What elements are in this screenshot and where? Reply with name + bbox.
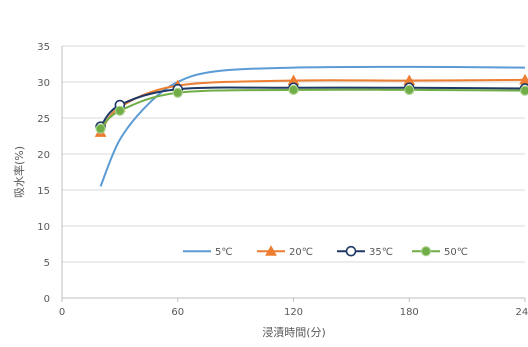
series-2 bbox=[96, 75, 528, 137]
x-axis-title: 浸漬時間(分) bbox=[262, 325, 326, 339]
y-tick-label: 30 bbox=[37, 78, 50, 89]
x-tick-label: 240 bbox=[515, 307, 528, 318]
x-tick-label: 120 bbox=[284, 307, 303, 318]
y-tick-label: 20 bbox=[37, 150, 50, 161]
data-point bbox=[521, 86, 528, 95]
x-tick-label: 60 bbox=[171, 307, 184, 318]
y-tick-label: 25 bbox=[37, 114, 50, 125]
series-line bbox=[101, 87, 525, 126]
legend-item: 5℃ bbox=[183, 247, 233, 258]
axis-layer: 0 5 10 15 20 25 30 35 0 60 120 180 240 bbox=[37, 42, 528, 318]
series-line bbox=[101, 90, 525, 129]
legend-label: 5℃ bbox=[215, 247, 233, 258]
legend-label: 20℃ bbox=[289, 247, 313, 258]
legend-marker bbox=[422, 247, 431, 256]
legend-item: 35℃ bbox=[337, 247, 393, 259]
y-tick-label: 15 bbox=[37, 186, 50, 197]
y-tick-label: 5 bbox=[44, 258, 50, 269]
x-tick-label: 180 bbox=[400, 307, 419, 318]
legend-layer: 5℃ 20℃ 35℃ 50℃ bbox=[183, 246, 468, 258]
series-line bbox=[101, 67, 525, 187]
series-1 bbox=[101, 67, 525, 187]
y-tick-label: 10 bbox=[37, 222, 50, 233]
x-tick-label: 0 bbox=[59, 307, 65, 318]
series-layer bbox=[96, 67, 528, 187]
legend-label: 50℃ bbox=[444, 247, 468, 258]
legend-item: 50℃ bbox=[412, 247, 468, 259]
legend-item: 20℃ bbox=[257, 246, 313, 258]
data-point bbox=[405, 85, 414, 94]
y-tick-label: 35 bbox=[37, 42, 50, 53]
legend-label: 35℃ bbox=[369, 247, 393, 258]
data-point bbox=[96, 124, 105, 133]
data-point bbox=[115, 106, 124, 115]
y-tick-label: 0 bbox=[44, 294, 50, 305]
data-point bbox=[173, 88, 182, 97]
legend-marker bbox=[347, 247, 356, 256]
y-axis-title: 吸水率(%) bbox=[12, 146, 26, 198]
data-point bbox=[289, 85, 298, 94]
